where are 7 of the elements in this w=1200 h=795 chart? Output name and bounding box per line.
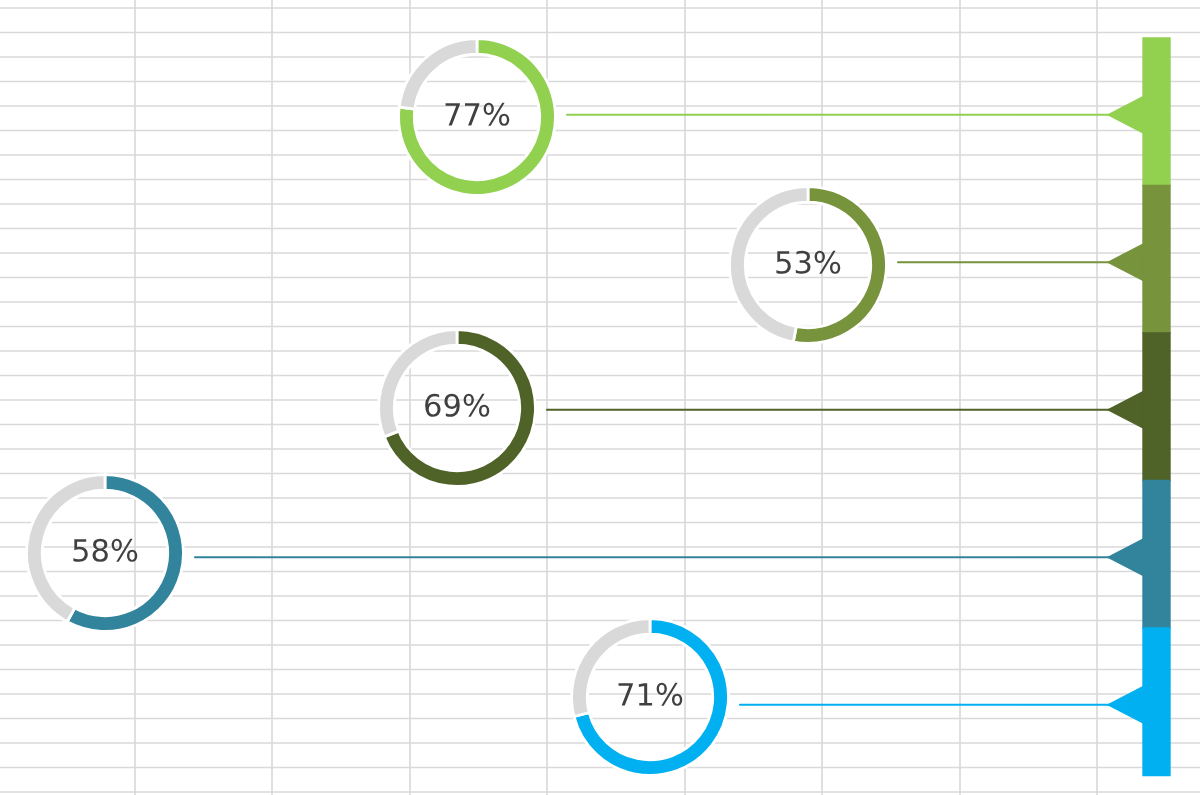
donut-slice [572, 617, 730, 777]
data-label: 77% [445, 102, 510, 126]
data-label: 58% [73, 538, 138, 562]
data-label: 53% [776, 250, 841, 274]
data-label: 69% [425, 393, 490, 417]
donut-slice [397, 37, 557, 197]
data-label: 71% [618, 682, 683, 706]
